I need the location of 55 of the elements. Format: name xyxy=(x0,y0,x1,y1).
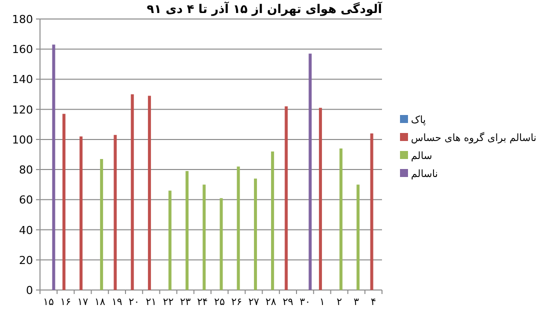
y-tick-label: 40 xyxy=(19,224,33,237)
y-tick-label: 140 xyxy=(12,73,33,86)
y-tick-label: 120 xyxy=(12,103,33,116)
x-tick-label: ۲۳ xyxy=(180,297,192,308)
y-tick-label: 20 xyxy=(19,254,33,267)
y-tick-label: 60 xyxy=(19,194,33,207)
x-tick-label: ۲۶ xyxy=(231,297,242,308)
x-tick-label: ۱۷ xyxy=(77,297,89,308)
x-tick-label: ۲۵ xyxy=(214,297,225,308)
legend-label: ناسالم برای گروه های حساس xyxy=(411,132,536,144)
bar xyxy=(100,159,104,290)
x-tick-label: ۲۴ xyxy=(197,297,208,308)
bar xyxy=(148,96,151,290)
legend-label: ناسالم xyxy=(411,169,438,180)
legend-label: سالم xyxy=(411,151,432,162)
bar xyxy=(318,108,322,290)
bar xyxy=(271,151,274,290)
x-tick-label: ۲۱ xyxy=(146,297,157,308)
x-tick-label: ۱۹ xyxy=(112,297,122,308)
x-tick-label: ۴ xyxy=(370,297,376,308)
bar xyxy=(114,134,117,290)
x-tick-label: ۲۸ xyxy=(265,297,277,308)
bar xyxy=(339,148,342,290)
y-tick-label: 80 xyxy=(19,164,33,177)
bar xyxy=(130,94,134,290)
chart-title: آلودگی هوای تهران از ۱۵ آذر تا ۴ دی ۹۱ xyxy=(146,1,383,16)
y-tick-label: 160 xyxy=(12,43,33,56)
x-tick-label: ۲۹ xyxy=(282,297,294,308)
y-tick-label: 100 xyxy=(12,133,33,146)
x-tick-label: ۱۶ xyxy=(60,297,72,308)
bar xyxy=(52,44,56,290)
bar xyxy=(236,166,240,290)
x-tick-label: ۳۰ xyxy=(300,297,310,308)
bar xyxy=(356,184,360,290)
x-tick-label: ۳ xyxy=(354,297,360,308)
y-tick-label: 180 xyxy=(12,13,33,26)
x-tick-label: ۲۰ xyxy=(128,297,140,308)
y-tick-label: 0 xyxy=(26,284,33,297)
bar xyxy=(186,171,189,290)
bar xyxy=(254,178,257,290)
x-tick-label: ۲ xyxy=(336,297,342,308)
bar xyxy=(202,184,206,290)
bar xyxy=(80,136,83,290)
bar xyxy=(220,198,223,290)
legend-label: پاک xyxy=(411,115,426,126)
x-tick-label: ۱۸ xyxy=(94,297,106,308)
bar xyxy=(370,133,374,290)
x-tick-label: ۱۵ xyxy=(43,297,54,308)
x-tick-label: ۱ xyxy=(319,297,325,308)
bar xyxy=(168,190,172,290)
x-tick-label: ۲۷ xyxy=(248,297,260,308)
bar xyxy=(62,114,66,290)
bar xyxy=(284,106,288,290)
x-tick-label: ۲۲ xyxy=(162,297,174,308)
bar xyxy=(308,54,312,290)
